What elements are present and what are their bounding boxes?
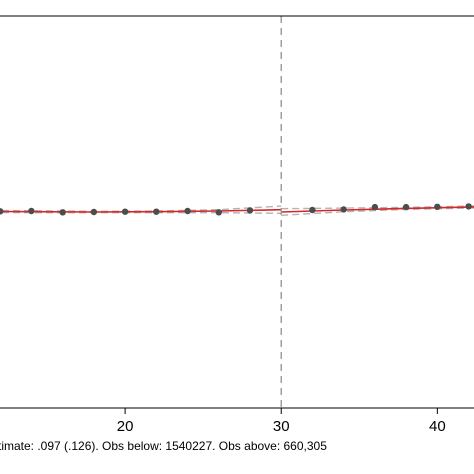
binned-points-layer: [0, 203, 472, 216]
data-point: [121, 208, 129, 215]
plot-frame: [0, 15, 474, 409]
data-point: [465, 203, 472, 210]
data-point: [184, 207, 191, 215]
x-tick-label: 30: [273, 418, 290, 435]
x-tick-label: 40: [429, 418, 446, 435]
estimate-note: timate: .097 (.126). Obs below: 1540227.…: [0, 439, 327, 453]
data-point: [309, 206, 316, 214]
data-point: [90, 208, 98, 216]
data-point: [340, 206, 347, 213]
data-point: [371, 203, 379, 211]
x-tick-label: 20: [117, 418, 134, 435]
data-point: [59, 209, 66, 216]
data-point: [402, 203, 410, 211]
data-point: [246, 207, 254, 214]
data-point: [28, 207, 35, 215]
confidence-interval-layer: [0, 205, 474, 216]
data-point: [153, 208, 160, 215]
data-point: [215, 209, 222, 216]
data-point: [434, 203, 441, 210]
axis-layer: 20 30 40: [0, 15, 474, 435]
data-point: [0, 208, 4, 215]
